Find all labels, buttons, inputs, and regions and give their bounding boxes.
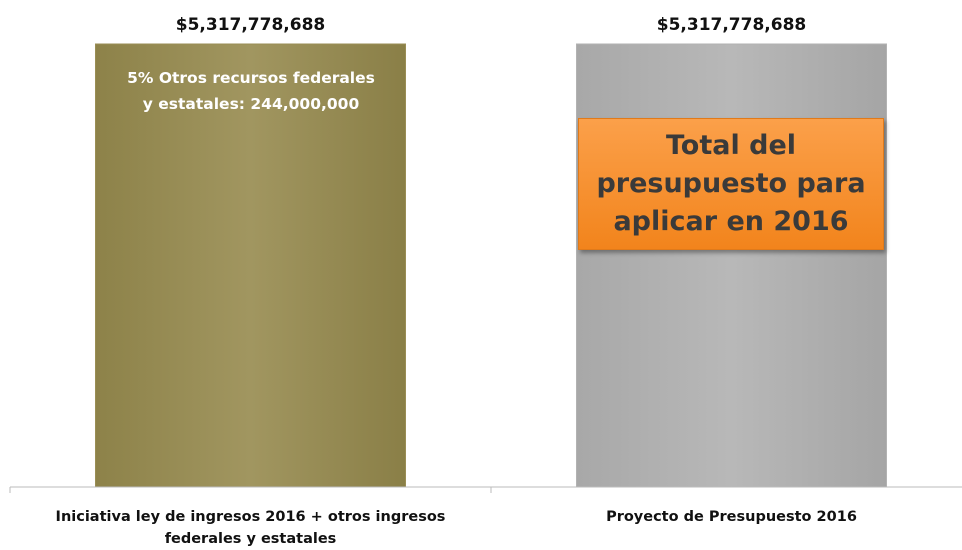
x-tick-label: Proyecto de Presupuesto 2016	[606, 509, 857, 525]
annotation-line: aplicar en 2016	[613, 206, 849, 237]
annotation-line: Total del	[665, 130, 797, 161]
bar	[95, 43, 406, 488]
value-label: $5,317,778,688	[657, 15, 807, 35]
value-label: $5,317,778,688	[176, 15, 326, 35]
annotation-line: y estatales: 244,000,000	[142, 95, 360, 113]
annotation-box: Total del presupuesto para aplicar en 20…	[578, 118, 884, 250]
annotation-line: 5% Otros recursos federales	[127, 69, 375, 87]
annotation-line: presupuesto para	[596, 168, 866, 199]
annotation: 5% Otros recursos federales y estatales:…	[96, 65, 406, 117]
bar	[576, 43, 887, 488]
x-tick-label: Iniciativa ley de ingresos 2016 + otros …	[55, 509, 446, 547]
